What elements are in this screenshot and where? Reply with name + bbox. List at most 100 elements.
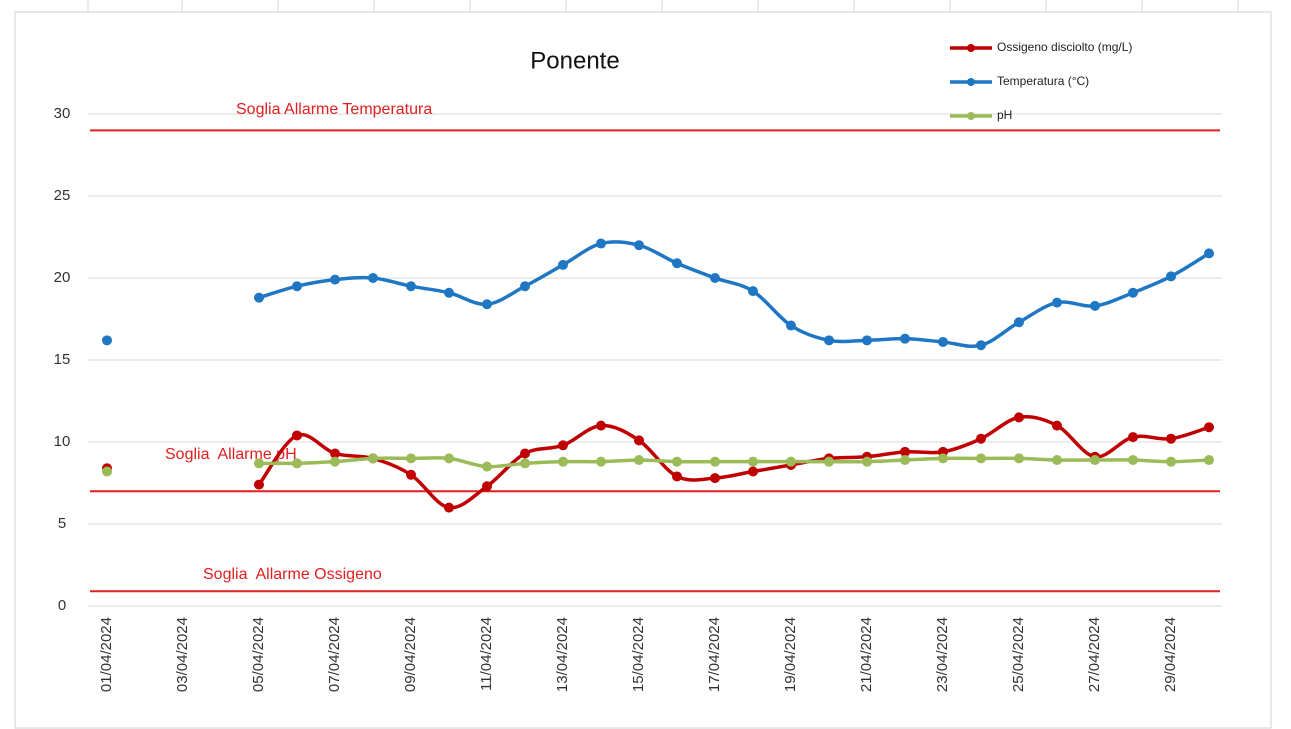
data-point	[672, 471, 682, 482]
x-tick-label: 15/04/2024	[630, 617, 647, 692]
data-point	[1128, 287, 1138, 298]
data-point	[1166, 271, 1176, 282]
data-point	[444, 287, 454, 298]
data-point	[1052, 420, 1062, 431]
data-point	[254, 458, 264, 469]
data-point	[102, 466, 112, 477]
y-tick-label: 10	[54, 433, 71, 450]
legend-marker	[967, 78, 975, 86]
data-point	[1052, 455, 1062, 466]
legend-marker	[967, 112, 975, 120]
legend-label: Ossigeno disciolto (mg/L)	[997, 40, 1132, 54]
data-point	[406, 281, 416, 292]
legend-label: pH	[997, 108, 1012, 122]
data-point	[330, 274, 340, 285]
data-point	[1166, 433, 1176, 444]
data-point	[1014, 412, 1024, 423]
x-tick-label: 07/04/2024	[326, 617, 343, 692]
data-point	[938, 336, 948, 347]
data-point	[976, 340, 986, 351]
y-tick-label: 30	[54, 105, 71, 122]
data-point	[824, 456, 834, 467]
y-tick-label: 20	[54, 269, 71, 286]
x-tick-label: 17/04/2024	[706, 617, 723, 692]
data-point	[748, 456, 758, 467]
data-point	[634, 455, 644, 466]
data-point	[1128, 455, 1138, 466]
data-point	[1014, 317, 1024, 328]
x-tick-label: 29/04/2024	[1162, 617, 1179, 692]
threshold-label: Soglia Allarme Ossigeno	[203, 566, 382, 583]
data-point	[1014, 453, 1024, 464]
data-point	[292, 281, 302, 292]
data-point	[710, 456, 720, 467]
data-point	[444, 502, 454, 513]
x-tick-label: 05/04/2024	[250, 617, 267, 692]
data-point	[1090, 300, 1100, 311]
data-point	[596, 420, 606, 431]
y-tick-label: 25	[54, 187, 71, 204]
y-tick-label: 0	[58, 597, 66, 614]
threshold-label: Soglia Allarme Temperatura	[236, 101, 432, 118]
data-point	[1204, 422, 1214, 433]
data-point	[102, 335, 112, 346]
data-point	[634, 435, 644, 446]
data-point	[862, 456, 872, 467]
threshold-label: Soglia Allarme pH	[165, 446, 297, 463]
data-point	[444, 453, 454, 464]
chart-title: Ponente	[530, 47, 619, 74]
x-tick-label: 23/04/2024	[934, 617, 951, 692]
data-point	[558, 259, 568, 270]
data-point	[710, 473, 720, 484]
data-point	[748, 286, 758, 297]
x-tick-label: 09/04/2024	[402, 617, 419, 692]
data-point	[330, 448, 340, 459]
data-point	[862, 335, 872, 346]
data-point	[330, 456, 340, 467]
data-point	[368, 273, 378, 283]
data-point	[292, 430, 302, 441]
data-point	[558, 456, 568, 467]
x-tick-label: 11/04/2024	[478, 617, 495, 691]
data-point	[786, 320, 796, 331]
data-point	[976, 453, 986, 464]
data-point	[520, 281, 530, 292]
data-point	[406, 453, 416, 464]
data-point	[786, 456, 796, 467]
data-point	[900, 455, 910, 466]
x-tick-label: 27/04/2024	[1086, 617, 1103, 692]
y-tick-label: 5	[58, 515, 66, 532]
data-point	[482, 299, 492, 310]
data-point	[672, 456, 682, 467]
x-tick-label: 01/04/2024	[98, 617, 115, 692]
legend-label: Temperatura (°C)	[997, 74, 1089, 88]
data-point	[1204, 455, 1214, 466]
legend-marker	[967, 44, 975, 52]
data-point	[482, 461, 492, 472]
data-point	[292, 458, 302, 469]
data-point	[748, 466, 758, 477]
data-point	[558, 440, 568, 451]
data-point	[1204, 248, 1214, 259]
data-point	[1166, 456, 1176, 467]
data-point	[520, 458, 530, 469]
data-point	[710, 273, 720, 283]
data-point	[900, 446, 910, 457]
data-point	[634, 240, 644, 251]
x-tick-label: 25/04/2024	[1010, 617, 1027, 692]
data-point	[1128, 432, 1138, 443]
sheet-grid	[87, 0, 1239, 12]
data-point	[482, 481, 492, 492]
data-point	[254, 292, 264, 303]
data-point	[596, 238, 606, 249]
x-tick-label: 03/04/2024	[174, 617, 191, 692]
data-point	[520, 448, 530, 459]
y-tick-label: 15	[54, 351, 71, 368]
data-point	[900, 333, 910, 344]
x-tick-label: 19/04/2024	[782, 617, 799, 692]
data-point	[596, 456, 606, 467]
data-point	[938, 453, 948, 464]
x-tick-label: 21/04/2024	[858, 617, 875, 692]
